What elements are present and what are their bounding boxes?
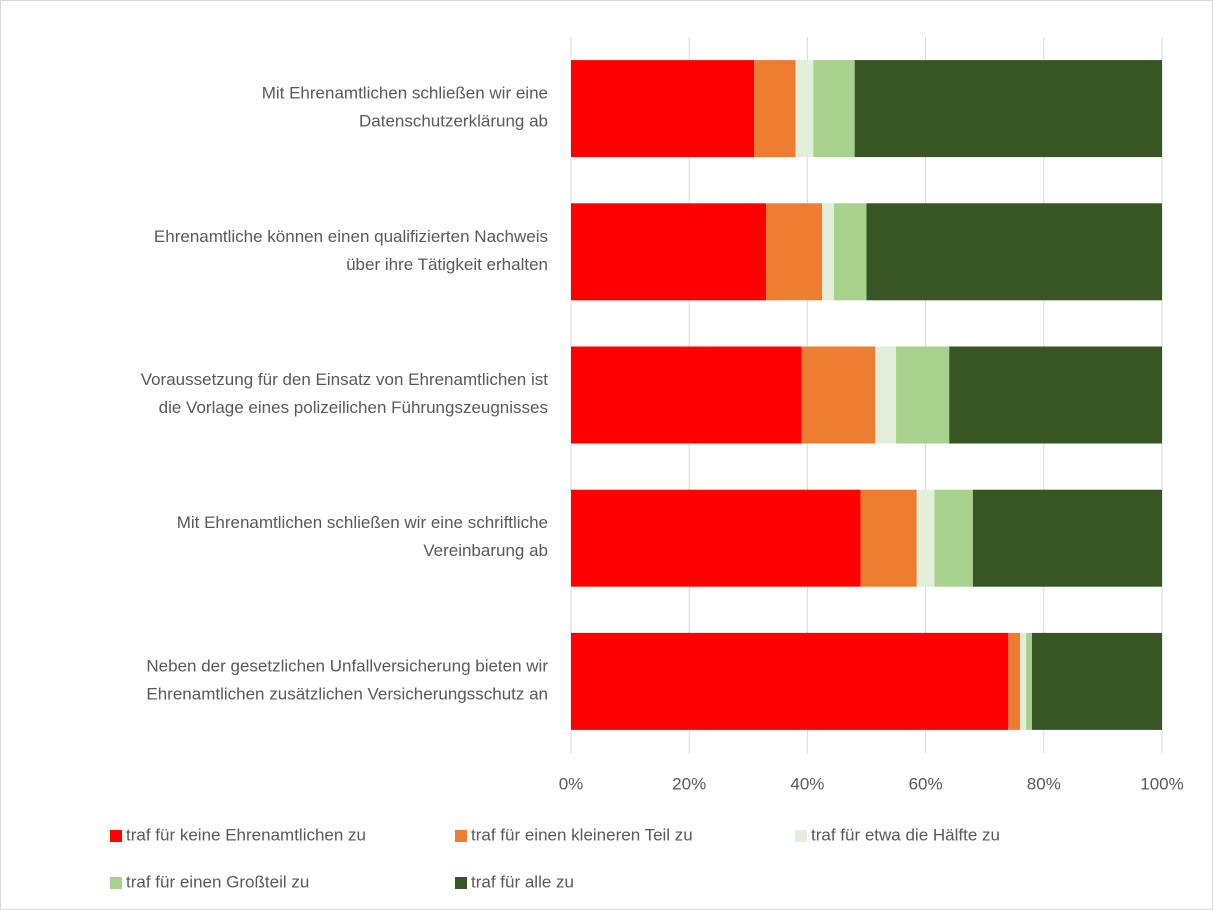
y-tick-label-line: Neben der gesetzlichen Unfallversicherun… [146, 657, 548, 676]
legend-swatch [455, 830, 467, 842]
y-tick-label-line: Voraussetzung für den Einsatz von Ehrena… [141, 370, 549, 389]
bar-segment [571, 489, 861, 587]
bar-segment [1031, 632, 1162, 730]
y-tick-label-line: Ehrenamtliche können einen qualifizierte… [154, 227, 548, 246]
bar-segment [801, 346, 876, 444]
legend-swatch [110, 830, 122, 842]
y-tick-label-line: Vereinbarung ab [423, 542, 548, 561]
x-tick-label: 20% [672, 774, 706, 793]
y-tick-label: Neben der gesetzlichen Unfallversicherun… [146, 657, 548, 704]
y-tick-label: Voraussetzung für den Einsatz von Ehrena… [141, 370, 549, 417]
bar-segment [571, 203, 767, 301]
y-tick-label-line: die Vorlage eines polizeilichen Führungs… [159, 398, 548, 417]
legend-swatch [795, 830, 807, 842]
bar-segment [860, 489, 917, 587]
bar-segment [1020, 632, 1027, 730]
x-tick-label: 0% [559, 774, 584, 793]
x-tick-label: 80% [1027, 774, 1061, 793]
bar-segment [875, 346, 897, 444]
legend-swatch [110, 877, 122, 889]
x-tick-label: 40% [790, 774, 824, 793]
bar-segment [896, 346, 950, 444]
x-tick-label: 60% [909, 774, 943, 793]
bar-segment [1008, 632, 1021, 730]
bar-segment [866, 203, 1162, 301]
bar-segment [1026, 632, 1032, 730]
bar-segment [571, 632, 1009, 730]
y-tick-label: Mit Ehrenamtlichen schließen wir eine sc… [177, 514, 548, 561]
y-tick-label-line: Mit Ehrenamtlichen schließen wir eine sc… [177, 514, 548, 533]
bar-segment [949, 346, 1162, 444]
legend-label: traf für einen Großteil zu [126, 872, 309, 891]
y-tick-label: Mit Ehrenamtlichen schließen wir eine Dat… [262, 84, 548, 131]
bar-segment [833, 203, 867, 301]
bar-segment [754, 60, 796, 158]
bar-segment [571, 346, 802, 444]
y-tick-label-line: über ihre Tätigkeit erhalten [346, 255, 548, 274]
legend-label: traf für keine Ehrenamtlichen zu [126, 825, 366, 844]
y-tick-label-line: Mit Ehrenamtlichen schließen wir eine [262, 84, 548, 103]
legend-label: traf für alle zu [471, 872, 574, 891]
bar-segment [813, 60, 855, 158]
bar-segment [972, 489, 1162, 587]
bar-segment [916, 489, 935, 587]
x-tick-label: 100% [1140, 774, 1183, 793]
bar-segment [795, 60, 814, 158]
bar-segment [571, 60, 755, 158]
y-tick-label: Ehrenamtliche können einen qualifizierte… [154, 227, 548, 274]
legend-swatch [455, 877, 467, 889]
y-tick-label-line: Ehrenamtlichen zusätzlichen Versicherung… [146, 685, 548, 704]
bar-segment [934, 489, 973, 587]
bar-segment [766, 203, 823, 301]
bar-segment [822, 203, 834, 301]
bar-segment [854, 60, 1162, 158]
legend-label: traf für etwa die Hälfte zu [811, 825, 1000, 844]
y-tick-label-line: Datenschutzerklärung ab [359, 112, 548, 131]
legend-label: traf für einen kleineren Teil zu [471, 825, 693, 844]
